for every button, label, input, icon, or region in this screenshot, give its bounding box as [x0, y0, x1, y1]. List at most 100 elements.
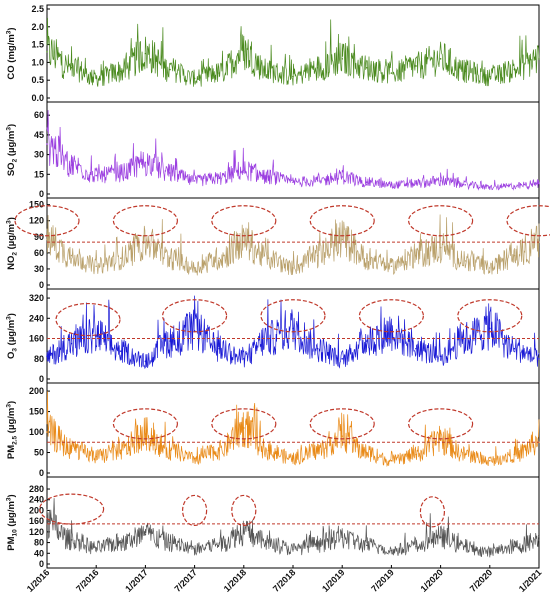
data-point	[513, 68, 516, 71]
data-point	[439, 439, 442, 442]
data-point	[120, 70, 122, 73]
data-point	[316, 347, 319, 350]
data-point	[390, 549, 393, 552]
data-point	[144, 433, 147, 435]
data-point	[70, 539, 73, 541]
data-point	[218, 177, 220, 180]
data-point	[464, 260, 467, 262]
data-point	[169, 340, 171, 342]
data-point	[46, 50, 48, 53]
x-axis: 1/2016 7/2016 1/2017 7/2017 1/2018 7/2018 1/20…	[25, 565, 543, 594]
data-point	[218, 449, 220, 452]
y-tick-label: 0	[39, 559, 44, 569]
y-axis-title: PM10 (µg/m3)	[6, 494, 19, 550]
data-point	[169, 68, 171, 71]
y-tick-label: 45	[34, 130, 44, 140]
data-point	[169, 257, 171, 260]
data-point	[243, 169, 245, 172]
data-point	[120, 350, 122, 352]
data-point	[513, 453, 516, 456]
data-point	[464, 70, 467, 73]
x-tick-label: 7/2017	[172, 567, 199, 594]
x-tick-label: 1/2016	[25, 567, 52, 594]
highlight-ellipse	[112, 408, 178, 440]
data-point	[390, 459, 393, 462]
data-point	[390, 184, 393, 186]
y-tick-label: 0	[39, 374, 44, 384]
highlight-ellipse	[38, 493, 105, 525]
y-tick-label: 50	[34, 448, 44, 458]
data-point	[144, 161, 147, 164]
y-tick-label: 80	[34, 538, 44, 548]
data-point	[120, 257, 122, 260]
data-point	[243, 50, 245, 53]
y-tick-label: 0.5	[31, 75, 44, 85]
data-point	[341, 58, 344, 60]
highlight-ellipse	[260, 299, 326, 333]
data-point	[193, 548, 196, 551]
panel-no2: 0 30 60 90 120 150 NO2 (µg/m3)	[6, 197, 550, 290]
y-tick-label: 100	[29, 427, 44, 437]
data-point	[292, 457, 294, 460]
data-point	[366, 340, 368, 342]
data-point	[439, 536, 442, 539]
data-point	[489, 75, 491, 78]
data-point	[366, 544, 368, 547]
data-point	[292, 267, 294, 269]
data-point	[439, 246, 442, 249]
data-point	[95, 547, 97, 549]
highlight-ellipse	[506, 205, 550, 237]
data-point	[316, 66, 319, 69]
panel-frame	[46, 476, 540, 569]
data-point	[513, 254, 516, 257]
data-point	[538, 58, 540, 60]
data-point	[366, 451, 368, 454]
y-axis-title: CO (mg/m3)	[6, 27, 18, 79]
highlight-ellipse	[309, 408, 375, 440]
data-point	[95, 265, 97, 268]
data-point	[366, 66, 368, 69]
y-tick-label: 30	[34, 264, 44, 274]
panel-so2: 0 15 30 45 60 SO2 (µg/m3)	[6, 101, 540, 199]
data-point	[95, 174, 97, 177]
y-tick-label: 1.5	[31, 40, 44, 50]
data-point	[120, 541, 122, 544]
data-point	[218, 72, 220, 74]
data-point	[464, 453, 467, 456]
x-tick-label: 1/2018	[222, 567, 249, 594]
highlight-ellipse	[14, 205, 80, 237]
series-line-co	[46, 17, 540, 87]
data-point	[70, 447, 73, 450]
data-point	[46, 238, 48, 241]
highlight-ellipse	[419, 496, 445, 528]
y-tick-label: 15	[34, 169, 44, 179]
data-point	[415, 453, 417, 456]
y-tick-label: 160	[29, 334, 44, 344]
y-axis-title: NO2 (µg/m3)	[6, 217, 19, 270]
highlight-ellipse	[55, 302, 121, 337]
data-point	[538, 182, 540, 185]
y-tick-label: 240	[29, 495, 44, 505]
data-point	[46, 431, 48, 433]
data-point	[218, 257, 220, 260]
data-point	[70, 66, 73, 69]
data-point	[489, 551, 491, 553]
data-point	[366, 257, 368, 260]
x-tick-label: 7/2018	[271, 567, 298, 594]
highlight-ellipse	[408, 205, 474, 237]
series-line-no2	[46, 214, 540, 276]
data-point	[538, 539, 540, 541]
y-tick-label: 200	[29, 386, 44, 396]
data-point	[292, 548, 294, 551]
x-tick-label: 7/2020	[468, 567, 495, 594]
highlight-ellipse	[182, 494, 208, 527]
data-point	[144, 52, 147, 55]
x-tick-label: 1/2019	[320, 567, 347, 594]
y-tick-label: 30	[34, 150, 44, 160]
data-point	[489, 267, 491, 269]
data-point	[341, 357, 344, 360]
panel-o3: 0 80 160 240 320 O3 (µg/m3)	[6, 288, 540, 384]
highlight-ellipse	[358, 299, 424, 333]
